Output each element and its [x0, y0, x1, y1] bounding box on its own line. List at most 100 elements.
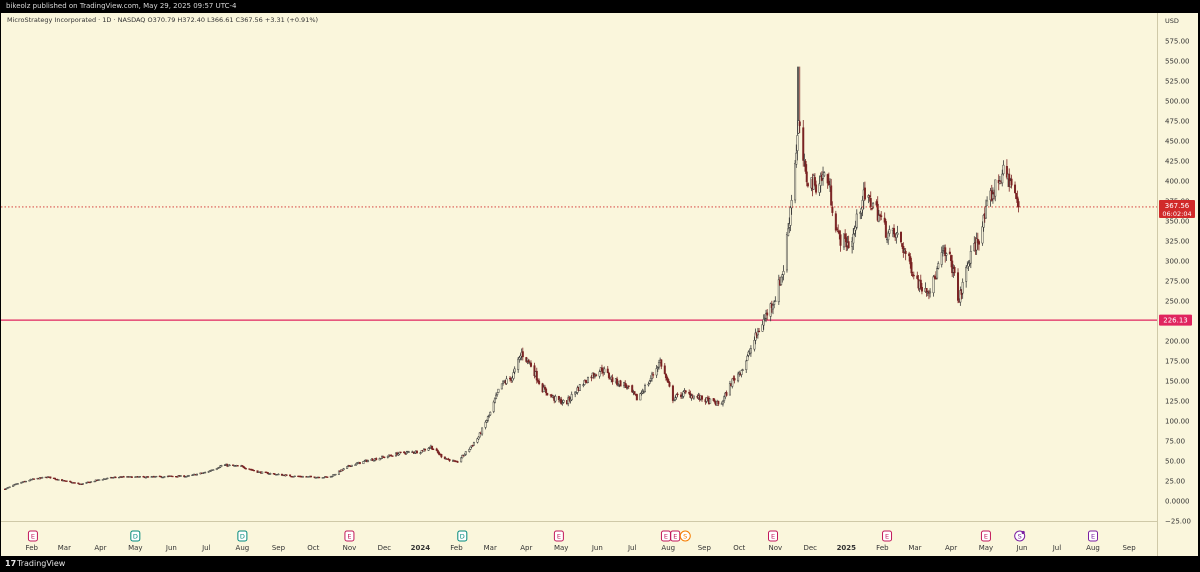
- dividend-marker-icon[interactable]: D: [457, 530, 468, 542]
- candle-body: [93, 480, 96, 483]
- candle-body: [301, 476, 304, 478]
- candle-body: [746, 355, 749, 361]
- x-tick-label: Feb: [450, 544, 463, 552]
- price-chart[interactable]: MicroStrategy Incorporated · 1D · NASDAQ…: [1, 13, 1198, 556]
- candle-body: [893, 228, 896, 235]
- candle-body: [1008, 173, 1011, 187]
- candle-body: [163, 476, 166, 478]
- candle-body: [741, 369, 744, 371]
- candle-body: [717, 400, 720, 405]
- marker-shape: [344, 530, 355, 542]
- candle-body: [827, 180, 830, 186]
- earnings-marker-icon[interactable]: E: [553, 530, 564, 542]
- x-tick-label: Mar: [908, 544, 921, 552]
- candle-body: [836, 228, 838, 231]
- bar-countdown-label: 06:02:04: [1162, 210, 1191, 218]
- candle-body: [427, 448, 430, 451]
- candle-body: [884, 221, 887, 238]
- earnings-marker-icon[interactable]: E: [768, 530, 778, 542]
- candle-body: [976, 239, 979, 244]
- candle-body: [815, 184, 818, 193]
- earnings-marker-icon[interactable]: E: [980, 530, 991, 542]
- dividend-marker-icon[interactable]: D: [237, 530, 248, 542]
- candle-body: [982, 215, 985, 228]
- earnings-marker-icon[interactable]: E: [344, 530, 355, 542]
- candle-body: [497, 388, 500, 393]
- candle-body: [616, 378, 619, 385]
- candle-body: [493, 398, 496, 403]
- candle-body: [796, 135, 799, 151]
- chart-frame[interactable]: MicroStrategy Incorporated · 1D · NASDAQ…: [1, 13, 1198, 556]
- candle-body: [644, 385, 646, 393]
- candle-body: [8, 486, 11, 488]
- y-tick-label: 300.00: [1165, 258, 1190, 266]
- candle-body: [713, 400, 716, 403]
- candle-body: [562, 400, 565, 403]
- candle-body: [607, 372, 610, 378]
- candle-body: [204, 472, 207, 474]
- split-marker-icon[interactable]: S: [1014, 530, 1026, 542]
- candle-body: [1010, 178, 1013, 186]
- candle-body: [631, 385, 634, 393]
- candle-body: [371, 458, 374, 461]
- candle-body: [424, 448, 427, 451]
- candle-body: [888, 229, 891, 234]
- candle-body: [261, 471, 264, 474]
- candle-body: [1005, 166, 1008, 178]
- publish-bar: bikeolz published on TradingView.com, Ma…: [0, 0, 1200, 13]
- candle-body: [593, 375, 596, 377]
- candle-body: [212, 469, 215, 471]
- candle-body: [511, 377, 514, 382]
- dividend-marker-icon[interactable]: D: [130, 530, 141, 542]
- earnings-marker-icon[interactable]: E: [1088, 530, 1098, 542]
- candle-body: [220, 465, 223, 467]
- marker-glyph: D: [240, 533, 245, 541]
- candle-body: [756, 331, 759, 336]
- earnings-marker-icon[interactable]: E: [660, 530, 671, 542]
- candle-body: [975, 238, 978, 251]
- candle-body: [196, 473, 198, 476]
- candle-body: [350, 464, 353, 467]
- candle-body: [529, 362, 532, 367]
- candle-body: [16, 483, 19, 485]
- candle-body: [399, 451, 402, 454]
- candle-body: [761, 324, 764, 332]
- y-tick-label: 175.00: [1165, 358, 1190, 366]
- candle-body: [90, 481, 93, 483]
- y-tick-label: 150.00: [1165, 378, 1190, 386]
- publish-line: bikeolz published on TradingView.com, Ma…: [6, 2, 237, 10]
- candle-body: [745, 360, 748, 370]
- candle-body: [910, 262, 913, 274]
- support-price-label: 226.13: [1163, 317, 1188, 325]
- candle-body: [443, 456, 446, 460]
- x-tick-label: Nov: [343, 544, 357, 552]
- candle-body: [880, 215, 883, 217]
- x-tick-label: Sep: [272, 544, 286, 552]
- marker-glyph: E: [31, 533, 35, 541]
- y-tick-label: 525.00: [1165, 78, 1190, 86]
- candle-body: [772, 304, 774, 310]
- y-tick-label: 325.00: [1165, 238, 1190, 246]
- y-tick-label: 25.00: [1165, 478, 1185, 486]
- candle-body: [5, 488, 8, 490]
- marker-shape: [553, 530, 564, 542]
- x-tick-label: Oct: [307, 544, 319, 552]
- candles: [4, 66, 1020, 490]
- candle-body: [337, 470, 340, 475]
- candle-body: [773, 301, 776, 305]
- candle-body: [721, 400, 724, 405]
- tradingview-logo-icon[interactable]: 17: [5, 559, 17, 568]
- earnings-marker-icon[interactable]: E: [27, 530, 38, 542]
- candle-body: [795, 152, 798, 165]
- candle-body: [521, 351, 524, 358]
- tradingview-brand[interactable]: TradingView: [17, 559, 66, 568]
- candle-body: [496, 392, 499, 395]
- candle-body: [49, 476, 52, 479]
- candle-body: [684, 390, 687, 393]
- candle-body: [488, 414, 491, 417]
- candle-body: [318, 476, 321, 479]
- earnings-marker-icon[interactable]: E: [882, 530, 893, 542]
- candle-body: [215, 468, 218, 470]
- currency-label: USD: [1165, 17, 1179, 25]
